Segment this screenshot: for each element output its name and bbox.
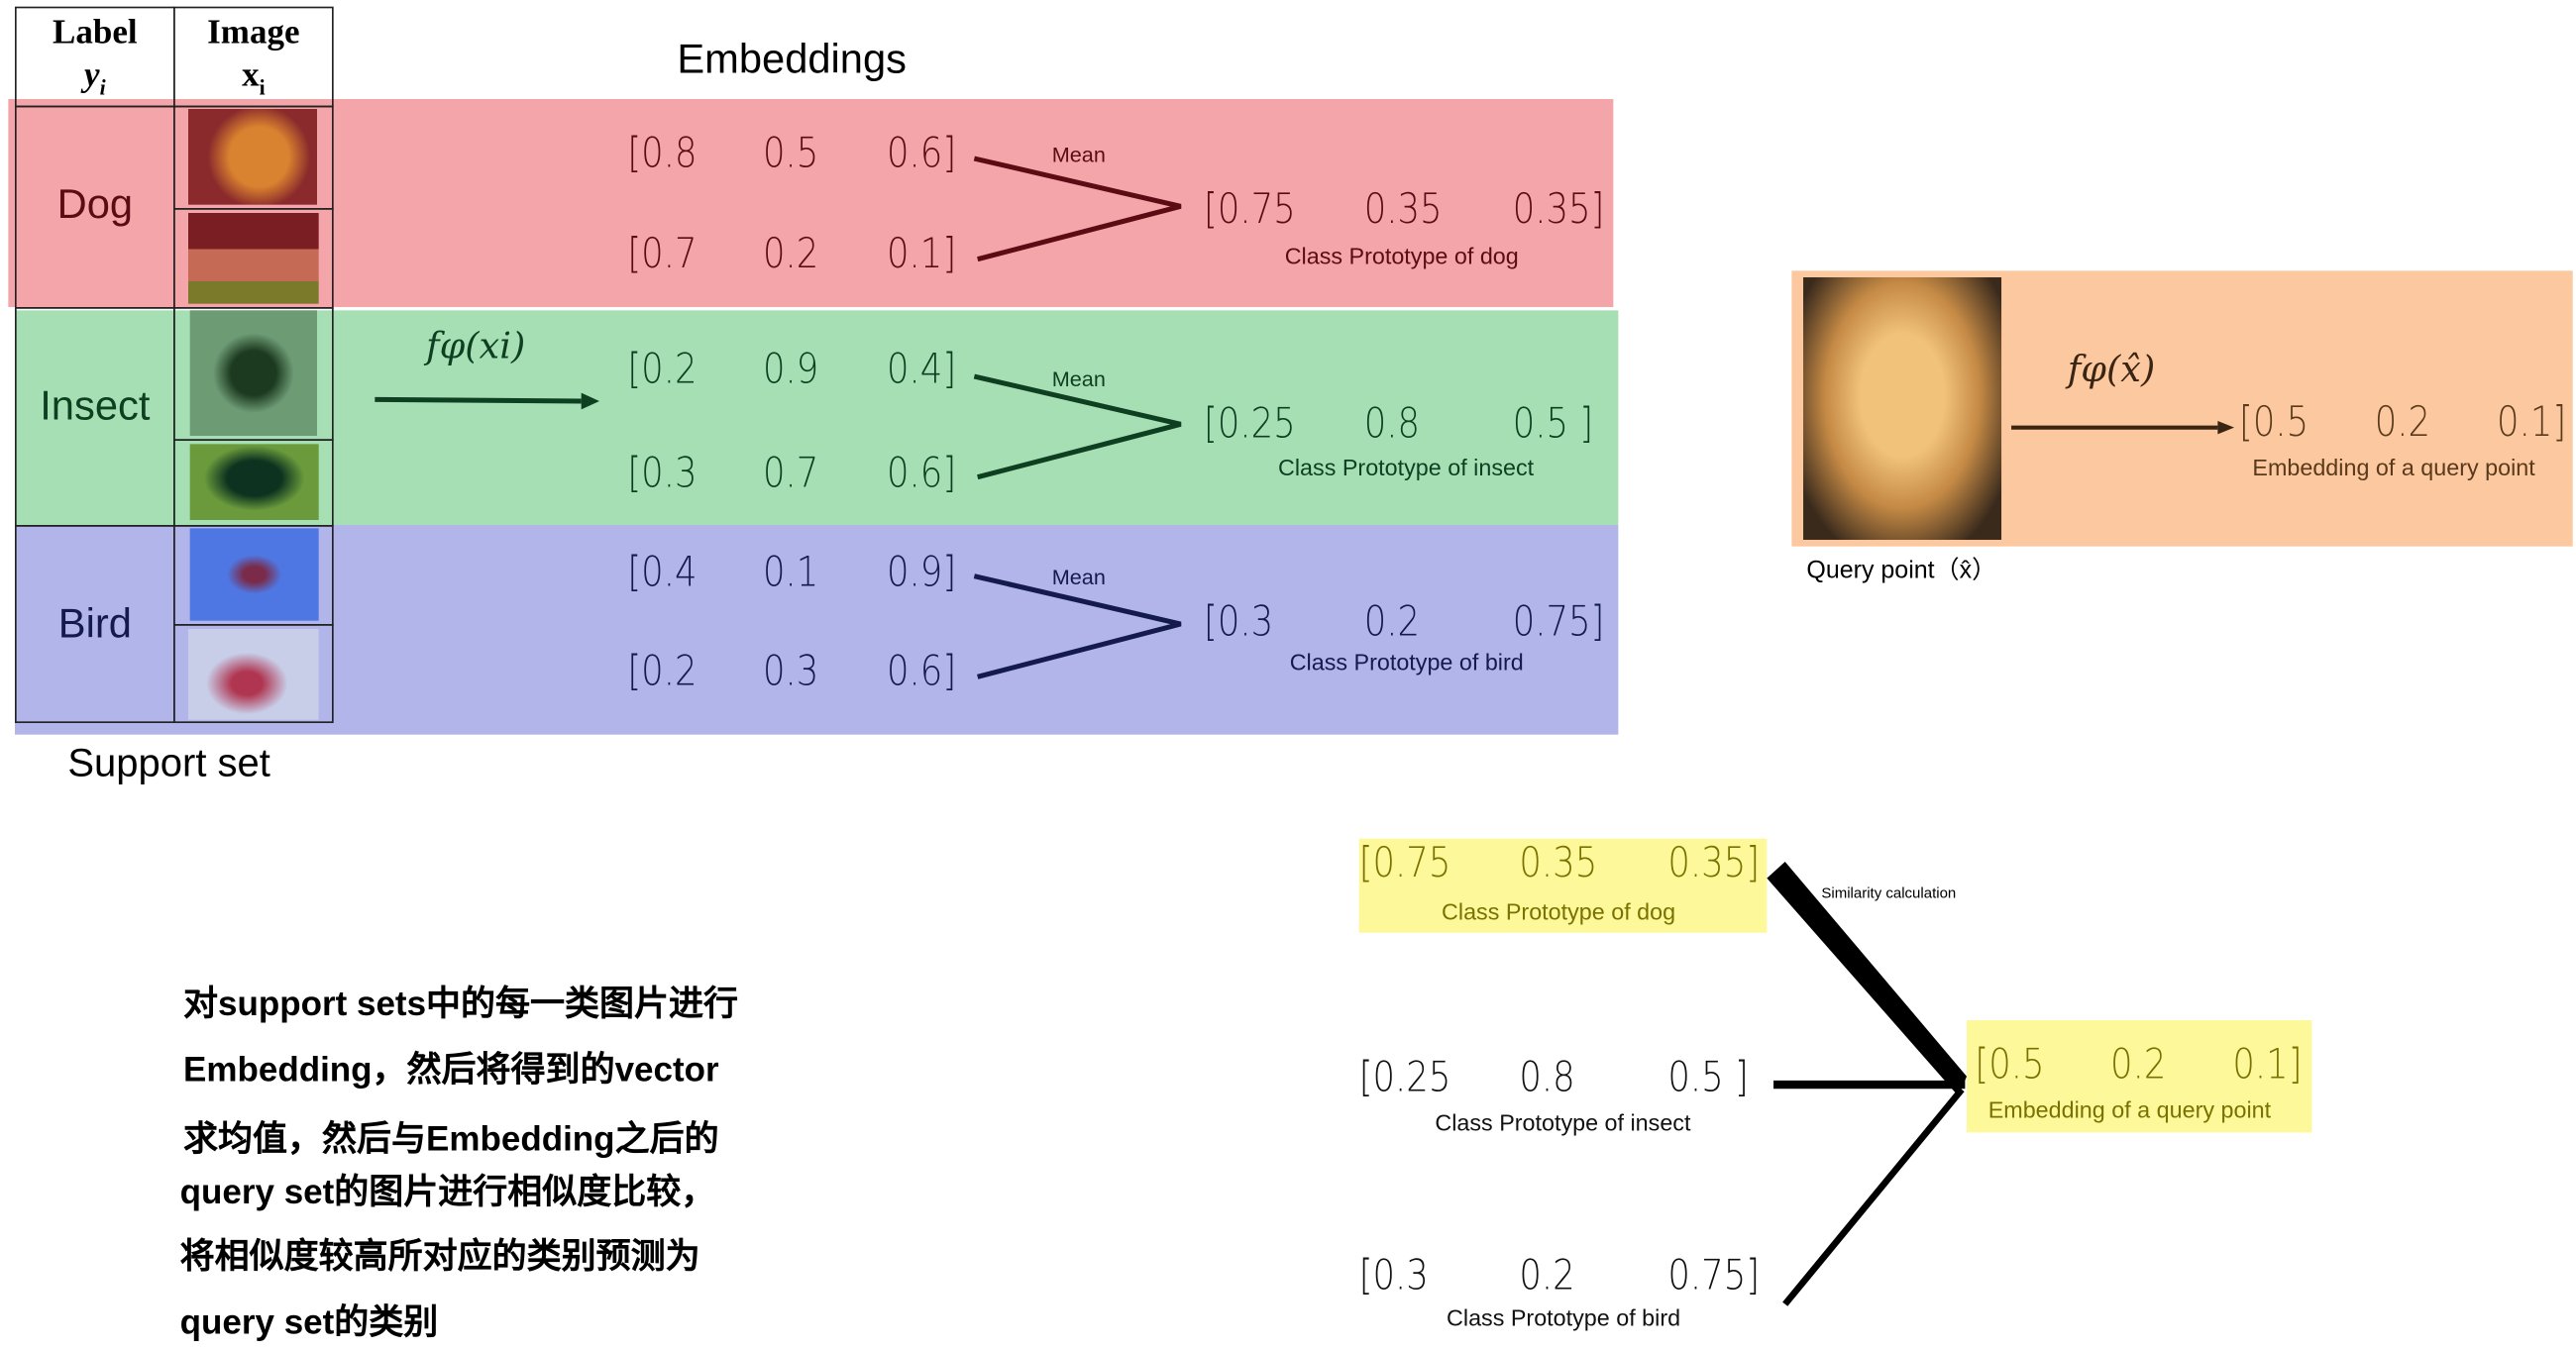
beetle-image-1	[189, 310, 318, 437]
mean-label: Mean	[1051, 366, 1106, 392]
prototype-value: 0.35	[1519, 838, 1598, 887]
query-value: 0.1]	[2232, 1040, 2303, 1089]
function-label: fφ(xi)	[426, 327, 526, 368]
bird-image-1	[189, 528, 319, 621]
prototype-value: [0.75	[1358, 838, 1451, 887]
embedding-value: 0.7	[763, 449, 819, 497]
beetle-image-2	[189, 444, 319, 521]
label-header: Label yi	[53, 11, 138, 100]
prototype-value: [0.75	[1204, 184, 1296, 234]
embeddings-title: Embeddings	[677, 36, 907, 83]
class-label-dog: Dog	[56, 181, 134, 229]
class-label-bird: Bird	[57, 600, 132, 648]
dog-prototype-highlight	[1358, 838, 1768, 933]
embedding-value: 0.6]	[887, 449, 957, 497]
prototype-value: 0.2	[1363, 597, 1421, 646]
query-arrow-head	[2217, 421, 2235, 435]
embedding-value: [0.7	[627, 229, 698, 278]
mean-label: Mean	[1051, 565, 1106, 590]
mean-label: Mean	[1051, 142, 1106, 167]
embedding-value: 0.1	[763, 548, 819, 596]
support-set-label: Support set	[67, 741, 270, 786]
query-value: 0.2	[2110, 1040, 2167, 1089]
embedding-value: 0.5	[763, 129, 819, 177]
similarity-line-bird	[1782, 1087, 1965, 1306]
description-line: 求均值，然后与Embedding之后的	[183, 1120, 719, 1160]
prototype-caption: Class Prototype of bird	[1289, 649, 1524, 676]
mean-lines-insect	[973, 373, 1182, 480]
query-value: [0.5	[1975, 1040, 2045, 1089]
prototype-value: 0.8	[1519, 1053, 1575, 1101]
query-dog-image	[1803, 277, 2002, 541]
query-value: 0.2	[2374, 397, 2431, 447]
query-point-label: Query point（x̂）	[1806, 556, 1997, 585]
description-line: Embedding，然后将得到的vector	[183, 1051, 719, 1091]
query-function-label: fφ(x̂)	[2067, 350, 2156, 392]
embedding-value: [0.8	[627, 129, 698, 177]
embedding-value: [0.2	[627, 345, 698, 393]
prototype-value: 0.35	[1363, 184, 1443, 234]
mean-lines-bird	[973, 573, 1182, 679]
prototype-caption: Class Prototype of insect	[1278, 454, 1535, 481]
embedding-value: 0.9]	[887, 548, 957, 596]
embedding-value: [0.2	[627, 647, 698, 695]
prototype-caption: Class Prototype of dog	[1284, 243, 1519, 269]
prototype-value: 0.75]	[1512, 597, 1605, 646]
query-value: [0.5	[2239, 397, 2309, 447]
embedding-value: 0.6]	[887, 647, 957, 695]
embedding-value: 0.1]	[887, 229, 957, 278]
image-header: Image xi	[207, 11, 300, 100]
prototype-caption: Class Prototype of dog	[1442, 897, 1676, 925]
similarity-label: Similarity calculation	[1821, 884, 1957, 902]
bird-image-2	[188, 629, 319, 720]
prototype-caption: Class Prototype of insect	[1435, 1109, 1691, 1136]
embedding-value: 0.9	[763, 345, 819, 393]
embedding-value: 0.2	[763, 229, 819, 278]
description-line: query set的图片进行相似度比较，	[179, 1174, 716, 1212]
prototype-value: [0.25	[1358, 1053, 1451, 1101]
prototype-caption: Class Prototype of bird	[1447, 1303, 1681, 1331]
dog-image-2	[188, 213, 319, 304]
embedding-value: [0.4	[627, 548, 698, 596]
mapping-arrow	[375, 396, 582, 404]
embedding-value: [0.3	[627, 449, 698, 497]
query-value: 0.1]	[2497, 397, 2567, 447]
prototype-value: [0.3	[1358, 1251, 1429, 1299]
prototype-value: [0.25	[1204, 399, 1296, 448]
mean-lines-dog	[973, 156, 1182, 262]
embedding-value: 0.3	[763, 647, 819, 695]
prototype-value: 0.35]	[1512, 184, 1605, 234]
prototype-value: [0.3	[1204, 597, 1274, 646]
prototype-value: 0.8	[1363, 399, 1421, 448]
prototype-value: 0.5 ]	[1512, 399, 1594, 448]
prototype-value: 0.2	[1519, 1251, 1575, 1299]
mapping-arrow-head	[581, 392, 600, 410]
query-embedding-highlight	[1967, 1020, 2312, 1133]
description-line: 将相似度较高所对应的类别预测为	[179, 1238, 700, 1277]
description-line: query set的类别	[179, 1303, 439, 1343]
prototype-value: 0.5 ]	[1667, 1053, 1749, 1101]
class-label-insect: Insect	[40, 382, 151, 430]
dog-image-1	[188, 109, 318, 205]
image-cell	[173, 624, 334, 724]
query-caption: Embedding of a query point	[2252, 454, 2535, 481]
embedding-value: 0.4]	[887, 345, 957, 393]
prototype-value: 0.35]	[1667, 838, 1761, 887]
query-caption: Embedding of a query point	[1987, 1095, 2272, 1123]
similarity-line-dog	[1767, 862, 1968, 1096]
prototype-value: 0.75]	[1667, 1251, 1761, 1299]
embedding-value: 0.6]	[887, 129, 957, 177]
description-line: 对support sets中的每一类图片进行	[183, 986, 739, 1024]
